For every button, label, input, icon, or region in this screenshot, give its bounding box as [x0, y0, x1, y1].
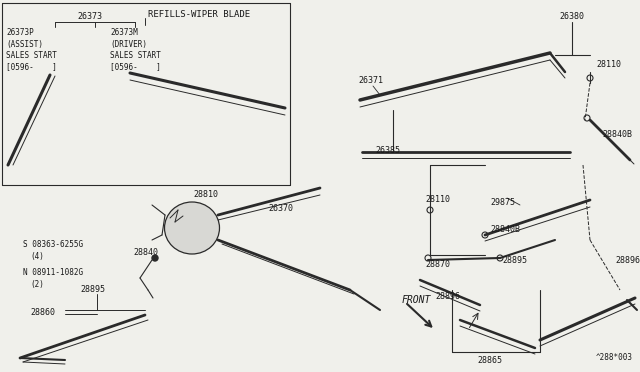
Text: 28840: 28840	[133, 248, 158, 257]
Text: 28810: 28810	[193, 190, 218, 199]
Text: (4): (4)	[30, 252, 44, 261]
Text: 26385: 26385	[375, 146, 400, 155]
Text: 28840B: 28840B	[602, 130, 632, 139]
Text: (DRIVER): (DRIVER)	[110, 40, 147, 49]
Text: 28865: 28865	[477, 356, 502, 365]
Text: 26370: 26370	[268, 204, 293, 213]
Text: 26380: 26380	[559, 12, 584, 21]
Text: [0596-    ]: [0596- ]	[110, 62, 161, 71]
Text: SALES START: SALES START	[110, 51, 161, 60]
Text: FRONT: FRONT	[402, 295, 431, 305]
Text: S 08363-6255G: S 08363-6255G	[23, 240, 83, 249]
Text: (ASSIST): (ASSIST)	[6, 40, 43, 49]
Text: 26373: 26373	[77, 12, 102, 21]
Text: 28860: 28860	[30, 308, 55, 317]
Text: (2): (2)	[30, 280, 44, 289]
Text: REFILLS-WIPER BLADE: REFILLS-WIPER BLADE	[148, 10, 250, 19]
Text: 28110: 28110	[596, 60, 621, 69]
Text: 28896: 28896	[615, 256, 640, 265]
Text: 26371: 26371	[358, 76, 383, 85]
Text: 28895: 28895	[502, 256, 527, 265]
Text: 28896: 28896	[435, 292, 460, 301]
Ellipse shape	[164, 202, 220, 254]
Text: SALES START: SALES START	[6, 51, 57, 60]
Text: 28870: 28870	[425, 260, 450, 269]
Text: 26373P: 26373P	[6, 28, 34, 37]
Text: 28895: 28895	[80, 285, 105, 294]
Text: 26373M: 26373M	[110, 28, 138, 37]
Circle shape	[152, 255, 158, 261]
Text: [0596-    ]: [0596- ]	[6, 62, 57, 71]
Text: 29875: 29875	[490, 198, 515, 207]
Text: N 08911-1082G: N 08911-1082G	[23, 268, 83, 277]
Text: 28840B: 28840B	[490, 225, 520, 234]
Text: 28110: 28110	[425, 195, 450, 204]
Text: ^288*003: ^288*003	[596, 353, 633, 362]
